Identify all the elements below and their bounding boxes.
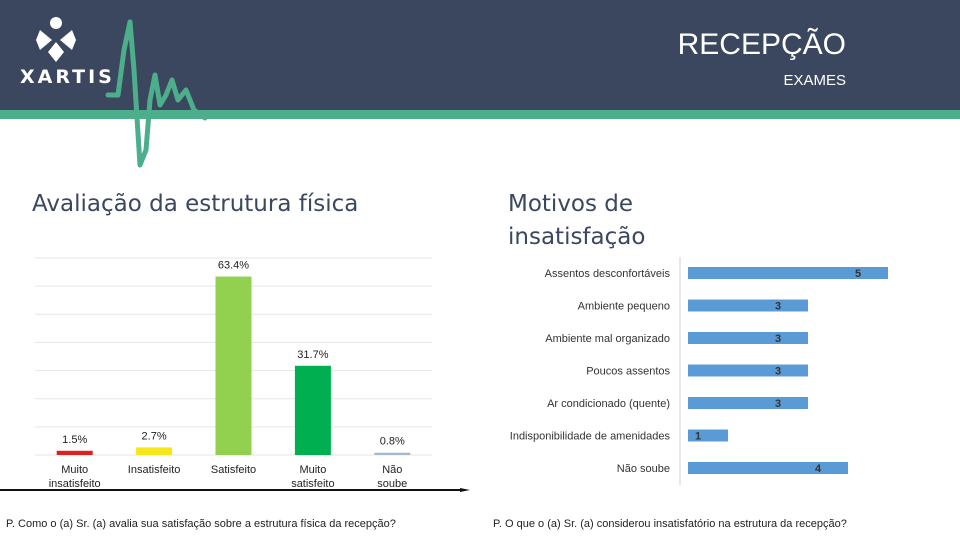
dissatisfaction-reasons-bar-chart: Assentos desconfortáveis 5 Ambiente pequen… <box>510 257 888 485</box>
bar-value-label: 3 <box>775 398 781 410</box>
bar-value-label: 63.4% <box>218 260 249 272</box>
bar <box>136 447 173 455</box>
bar <box>688 299 808 312</box>
bar-value-label: 3 <box>775 366 781 378</box>
bar <box>294 365 331 455</box>
bar-value-label: 0.8% <box>380 436 405 448</box>
header-accent-strip <box>0 110 960 119</box>
page-subtitle: EXAMES <box>783 72 846 89</box>
category-label: Indisponibilidade de amenidades <box>510 431 671 443</box>
bar-value-label: 5 <box>855 268 861 280</box>
right-chart-title: Motivos de insatisfação <box>508 188 645 254</box>
bar <box>688 364 808 377</box>
page-title: RECEPÇÃO <box>677 28 846 61</box>
category-label: Muito insatisfeito <box>49 464 101 490</box>
category-label: Ar condicionado (quente) <box>547 398 670 410</box>
bar <box>56 450 93 455</box>
bar <box>688 429 728 442</box>
category-label: Ambiente mal organizado <box>545 333 670 345</box>
bar <box>374 452 411 455</box>
timeline-arrow <box>0 488 470 492</box>
bar-value-label: 2.7% <box>142 430 167 442</box>
bar <box>688 267 888 279</box>
left-question-footnote: P. Como o (a) Sr. (a) avalia sua satisfa… <box>6 518 396 530</box>
left-chart-title: Avaliação da estrutura física <box>32 191 359 217</box>
category-label: Não soube <box>377 464 407 490</box>
right-chart-title-line1: Motivos de <box>508 191 634 217</box>
category-label: Muito satisfeito <box>291 464 334 490</box>
bar <box>215 276 252 455</box>
bar-value-label: 1 <box>695 431 701 443</box>
category-label: Satisfeito <box>211 464 256 476</box>
category-label: Não soube <box>617 463 670 475</box>
bar-value-label: 31.7% <box>297 349 328 361</box>
bar <box>688 462 848 474</box>
bar-value-label: 1.5% <box>62 434 87 446</box>
bar-value-label: 3 <box>775 301 781 313</box>
bar-value-label: 3 <box>775 333 781 345</box>
bar <box>688 397 808 409</box>
right-question-footnote: P. O que o (a) Sr. (a) considerou insati… <box>493 518 847 530</box>
category-label: Ambiente pequeno <box>578 301 670 313</box>
logo-wordmark: XARTIS <box>20 66 115 88</box>
category-label: Assentos desconfortáveis <box>545 268 671 280</box>
category-label: Poucos assentos <box>586 366 670 378</box>
right-chart-title-line2: insatisfação <box>508 224 646 250</box>
bar-value-label: 4 <box>815 463 822 475</box>
xartis-logo-icon <box>36 17 76 62</box>
category-label: Insatisfeito <box>128 464 181 476</box>
bar <box>688 332 808 344</box>
satisfaction-bar-chart: 1.5% Muito insatisfeito 2.7% Insatisfeito 63.… <box>35 257 432 490</box>
